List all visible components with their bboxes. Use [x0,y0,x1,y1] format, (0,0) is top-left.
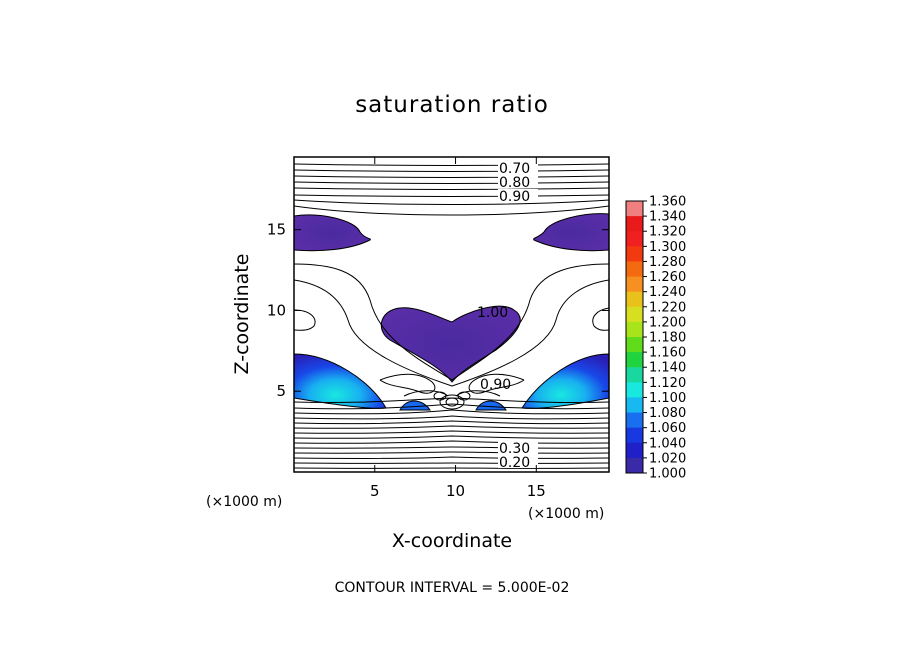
colorbar-swatch [626,321,643,338]
contour-label-090-mid: 0.90 [480,377,511,393]
contour-interval-note: CONTOUR INTERVAL = 5.000E-02 [335,580,570,596]
colorbar-swatch [626,201,643,217]
colorbar-label: 1.160 [649,346,686,361]
colorbar-swatch [626,352,643,368]
upper-right-fill [533,213,609,252]
heart-fill [380,305,521,383]
x-axis-label: X-coordinate [392,530,512,552]
x-axis-unit-right: (×1000 m) [528,506,604,522]
plot-area: 0.70 0.80 0.90 1.00 0.90 0.30 0.20 [294,157,609,472]
y-axis-label: Z-coordinate [231,254,253,375]
colorbar-swatch [626,276,643,293]
colorbar-label: 1.180 [649,331,686,346]
colorbar-label: 1.200 [649,315,686,330]
colorbar-swatch [626,367,643,383]
colorbar-swatch [626,337,643,353]
colorbar-swatch [626,382,643,398]
colorbar-label: 1.280 [649,255,686,270]
colorbar-swatch [626,397,643,414]
plot-frame [293,156,610,473]
colorbar-swatch [626,261,643,278]
colorbar-swatch [626,412,643,429]
x-tick-label: 5 [370,482,380,500]
colorbar-swatch [626,216,643,232]
colorbar-swatch [626,231,643,247]
colorbar-label: 1.100 [649,391,686,406]
colorbar-swatch [626,427,643,444]
colorbar-swatch [626,306,643,323]
x-axis-unit-left: (×1000 m) [206,494,282,510]
contour-label-080: 0.80 [499,175,530,191]
colorbar-label: 1.020 [649,451,686,466]
small-right-fill [475,400,507,411]
colorbar-label: 1.220 [649,300,686,315]
colorbar-label: 1.140 [649,361,686,376]
colorbar-label: 1.320 [649,225,686,240]
chart-title: saturation ratio [355,92,549,118]
x-tick-label: 10 [446,482,465,500]
colorbar: 1.3601.3401.3201.3001.2801.2601.2401.220… [625,195,686,482]
y-tick-label: 5 [276,382,286,400]
small-left-fill [399,400,431,411]
colorbar-label: 1.040 [649,436,686,451]
colorbar-swatch [626,457,643,474]
y-tick-label: 10 [267,301,286,319]
colorbar-label: 1.240 [649,285,686,300]
contour-label-100: 1.00 [477,305,508,321]
colorbar-label: 1.260 [649,270,686,285]
colorbar-label: 1.060 [649,421,686,436]
colorbar-swatch [626,246,643,262]
contour-labels: 0.70 0.80 0.90 1.00 0.90 0.30 0.20 [477,161,538,471]
contour-label-070: 0.70 [499,161,530,177]
upper-left-fill [294,214,371,252]
contour-label-020: 0.20 [499,455,530,471]
y-tick-label: 15 [267,221,286,239]
colorbar-label: 1.120 [649,376,686,391]
colorbar-label: 1.000 [649,467,686,482]
colorbar-swatch [626,291,643,308]
colorbar-label: 1.300 [649,240,686,255]
contour-lines [294,163,609,469]
y-axis-ticks: 5 10 15 [267,221,609,400]
colorbar-label: 1.340 [649,210,686,225]
colorbar-label: 1.080 [649,406,686,421]
x-axis-ticks: 5 10 15 [370,157,546,500]
colorbar-label: 1.360 [649,195,686,210]
contour-label-030: 0.30 [499,441,530,457]
x-tick-label: 15 [527,482,546,500]
contour-label-090-top: 0.90 [499,189,530,205]
colorbar-swatch [626,442,643,459]
